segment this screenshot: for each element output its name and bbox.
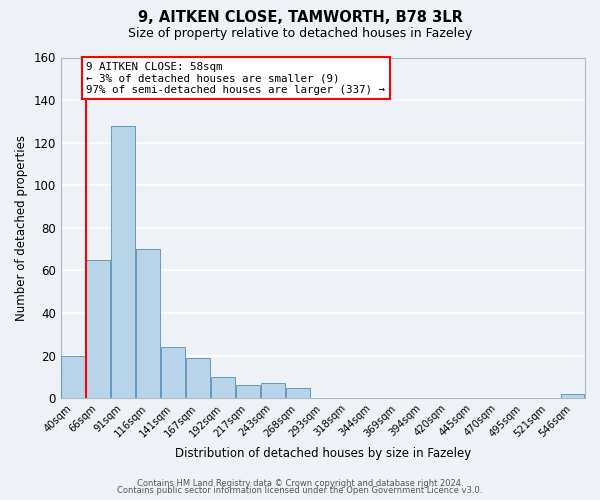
X-axis label: Distribution of detached houses by size in Fazeley: Distribution of detached houses by size …	[175, 447, 471, 460]
Bar	[86, 260, 110, 398]
Bar	[261, 384, 285, 398]
Bar	[136, 249, 160, 398]
Bar	[286, 388, 310, 398]
Bar	[211, 377, 235, 398]
Bar	[186, 358, 210, 398]
Text: 9, AITKEN CLOSE, TAMWORTH, B78 3LR: 9, AITKEN CLOSE, TAMWORTH, B78 3LR	[137, 10, 463, 25]
Bar	[112, 126, 135, 398]
Text: Size of property relative to detached houses in Fazeley: Size of property relative to detached ho…	[128, 28, 472, 40]
Bar	[61, 356, 85, 398]
Bar	[560, 394, 584, 398]
Text: Contains HM Land Registry data © Crown copyright and database right 2024.: Contains HM Land Registry data © Crown c…	[137, 478, 463, 488]
Text: Contains public sector information licensed under the Open Government Licence v3: Contains public sector information licen…	[118, 486, 482, 495]
Bar	[161, 347, 185, 398]
Text: 9 AITKEN CLOSE: 58sqm
← 3% of detached houses are smaller (9)
97% of semi-detach: 9 AITKEN CLOSE: 58sqm ← 3% of detached h…	[86, 62, 385, 95]
Y-axis label: Number of detached properties: Number of detached properties	[15, 135, 28, 321]
Bar	[236, 386, 260, 398]
